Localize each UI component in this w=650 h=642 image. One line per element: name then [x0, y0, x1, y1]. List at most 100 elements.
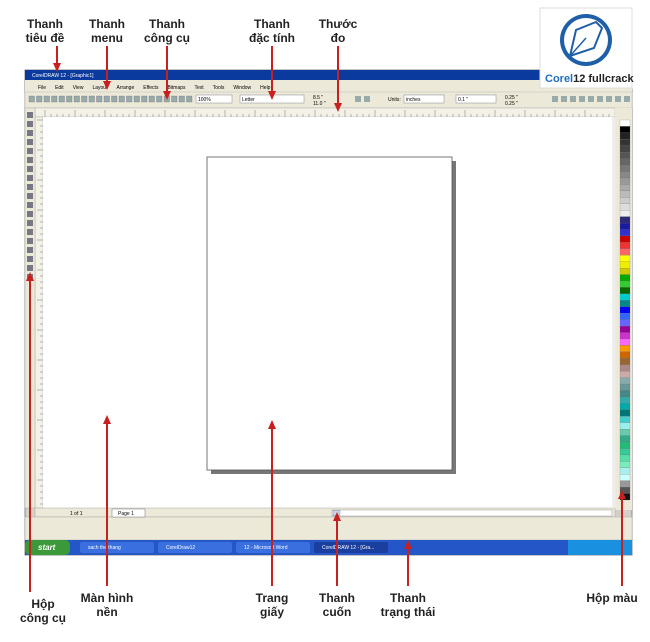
toolbar-icon[interactable] — [51, 95, 58, 103]
toolbar-icon[interactable] — [156, 95, 163, 103]
taskbar-item-label[interactable]: CorelDraw12 — [166, 545, 195, 551]
tool-icon[interactable] — [27, 148, 33, 154]
color-swatch[interactable] — [619, 132, 631, 140]
tool-icon[interactable] — [27, 229, 33, 235]
toolbar-icon[interactable] — [73, 95, 80, 103]
menu-item[interactable]: Layout — [92, 85, 108, 91]
tool-icon[interactable] — [27, 238, 33, 244]
color-swatch[interactable] — [619, 474, 631, 481]
color-swatch[interactable] — [619, 280, 631, 288]
page-tab[interactable] — [111, 508, 146, 518]
start-button[interactable] — [25, 540, 70, 555]
color-swatch[interactable] — [619, 435, 631, 443]
color-swatch[interactable] — [619, 300, 631, 307]
toolbar-icon[interactable] — [103, 95, 110, 103]
color-swatch[interactable] — [619, 139, 631, 146]
color-swatch[interactable] — [619, 197, 631, 204]
color-swatch[interactable] — [619, 255, 631, 262]
color-swatch[interactable] — [619, 313, 631, 320]
toolbar-icon[interactable] — [81, 95, 88, 103]
color-swatch[interactable] — [619, 422, 631, 430]
color-swatch[interactable] — [619, 203, 631, 211]
color-swatch[interactable] — [619, 454, 631, 462]
toolbar-icon[interactable] — [579, 96, 585, 102]
color-swatch[interactable] — [619, 448, 631, 456]
color-swatch[interactable] — [619, 306, 631, 314]
taskbar-item[interactable] — [314, 542, 388, 553]
tool-icon[interactable] — [27, 265, 33, 271]
toolbar-icon[interactable] — [178, 95, 185, 103]
toolbar-icon[interactable] — [570, 96, 576, 102]
toolbar-icon[interactable] — [615, 96, 621, 102]
tool-icon[interactable] — [27, 184, 33, 190]
toolbar-icon[interactable] — [186, 95, 193, 103]
color-swatch[interactable] — [619, 274, 631, 282]
menu-item[interactable]: Edit — [55, 85, 64, 91]
color-swatch[interactable] — [619, 409, 631, 417]
toolbar-icon[interactable] — [588, 96, 594, 102]
color-swatch[interactable] — [619, 190, 631, 198]
color-swatch[interactable] — [619, 371, 631, 378]
color-swatch[interactable] — [619, 429, 631, 436]
taskbar-item[interactable] — [80, 542, 154, 553]
color-swatch[interactable] — [619, 158, 631, 166]
page-tab-label[interactable]: Page 1 — [118, 511, 134, 517]
units-box[interactable] — [403, 94, 445, 104]
color-swatch[interactable] — [619, 126, 631, 133]
color-swatch[interactable] — [619, 396, 631, 404]
toolbar-icon[interactable] — [561, 96, 567, 102]
toolbar-icon[interactable] — [606, 96, 612, 102]
color-swatch[interactable] — [619, 268, 631, 275]
menu-item[interactable]: Effects — [143, 85, 159, 91]
menu-item[interactable]: Window — [233, 85, 251, 91]
toolbar-icon[interactable] — [126, 95, 133, 103]
color-swatch[interactable] — [619, 377, 631, 385]
toolbar-icon[interactable] — [597, 96, 603, 102]
menu-item[interactable]: Text — [195, 85, 205, 91]
color-swatch[interactable] — [619, 383, 631, 391]
color-swatch[interactable] — [619, 222, 631, 230]
toolbar-icon[interactable] — [141, 95, 148, 103]
tool-icon[interactable] — [27, 175, 33, 181]
menu-item[interactable]: View — [73, 85, 84, 91]
taskbar-item-label[interactable]: CorelDRAW 12 - [Gra... — [322, 545, 374, 551]
color-swatch[interactable] — [619, 461, 631, 468]
paper-box-text[interactable]: Letter — [242, 97, 255, 103]
toolbar-icon[interactable] — [171, 95, 178, 103]
toolbar-icon[interactable] — [111, 95, 118, 103]
toolbar-icon[interactable] — [58, 95, 65, 103]
color-swatch[interactable] — [619, 345, 631, 352]
tool-icon[interactable] — [27, 139, 33, 145]
toolbar-icon[interactable] — [118, 95, 125, 103]
color-swatch[interactable] — [619, 441, 631, 449]
color-swatch[interactable] — [619, 171, 631, 179]
color-swatch[interactable] — [619, 184, 631, 191]
tool-icon[interactable] — [27, 202, 33, 208]
color-swatch[interactable] — [619, 287, 631, 294]
color-swatch[interactable] — [619, 358, 631, 365]
color-swatch[interactable] — [619, 364, 631, 372]
color-swatch[interactable] — [619, 152, 631, 159]
color-swatch[interactable] — [619, 319, 631, 327]
menu-item[interactable]: Bitmaps — [167, 85, 186, 91]
tool-icon[interactable] — [27, 247, 33, 253]
color-swatch[interactable] — [619, 390, 631, 398]
zoom-box[interactable] — [195, 94, 233, 104]
color-swatch[interactable] — [619, 242, 631, 249]
zoom-box-text[interactable]: 100% — [198, 97, 211, 103]
toolbar-icon[interactable] — [66, 95, 73, 103]
color-swatch[interactable] — [619, 164, 631, 172]
toolbar-icon[interactable] — [88, 95, 95, 103]
toolbar-icon[interactable] — [552, 96, 558, 102]
color-swatch[interactable] — [619, 235, 631, 243]
tool-icon[interactable] — [27, 166, 33, 172]
units-box-text[interactable]: inches — [406, 97, 421, 103]
tool-icon[interactable] — [27, 130, 33, 136]
start-label[interactable]: start — [38, 543, 56, 552]
color-swatch[interactable] — [619, 229, 631, 237]
tool-icon[interactable] — [27, 121, 33, 127]
taskbar-item-label[interactable]: sach the thang — [88, 545, 121, 551]
nudge-box[interactable] — [455, 94, 497, 104]
menu-item[interactable]: Help — [260, 85, 271, 91]
taskbar-item[interactable] — [158, 542, 232, 553]
